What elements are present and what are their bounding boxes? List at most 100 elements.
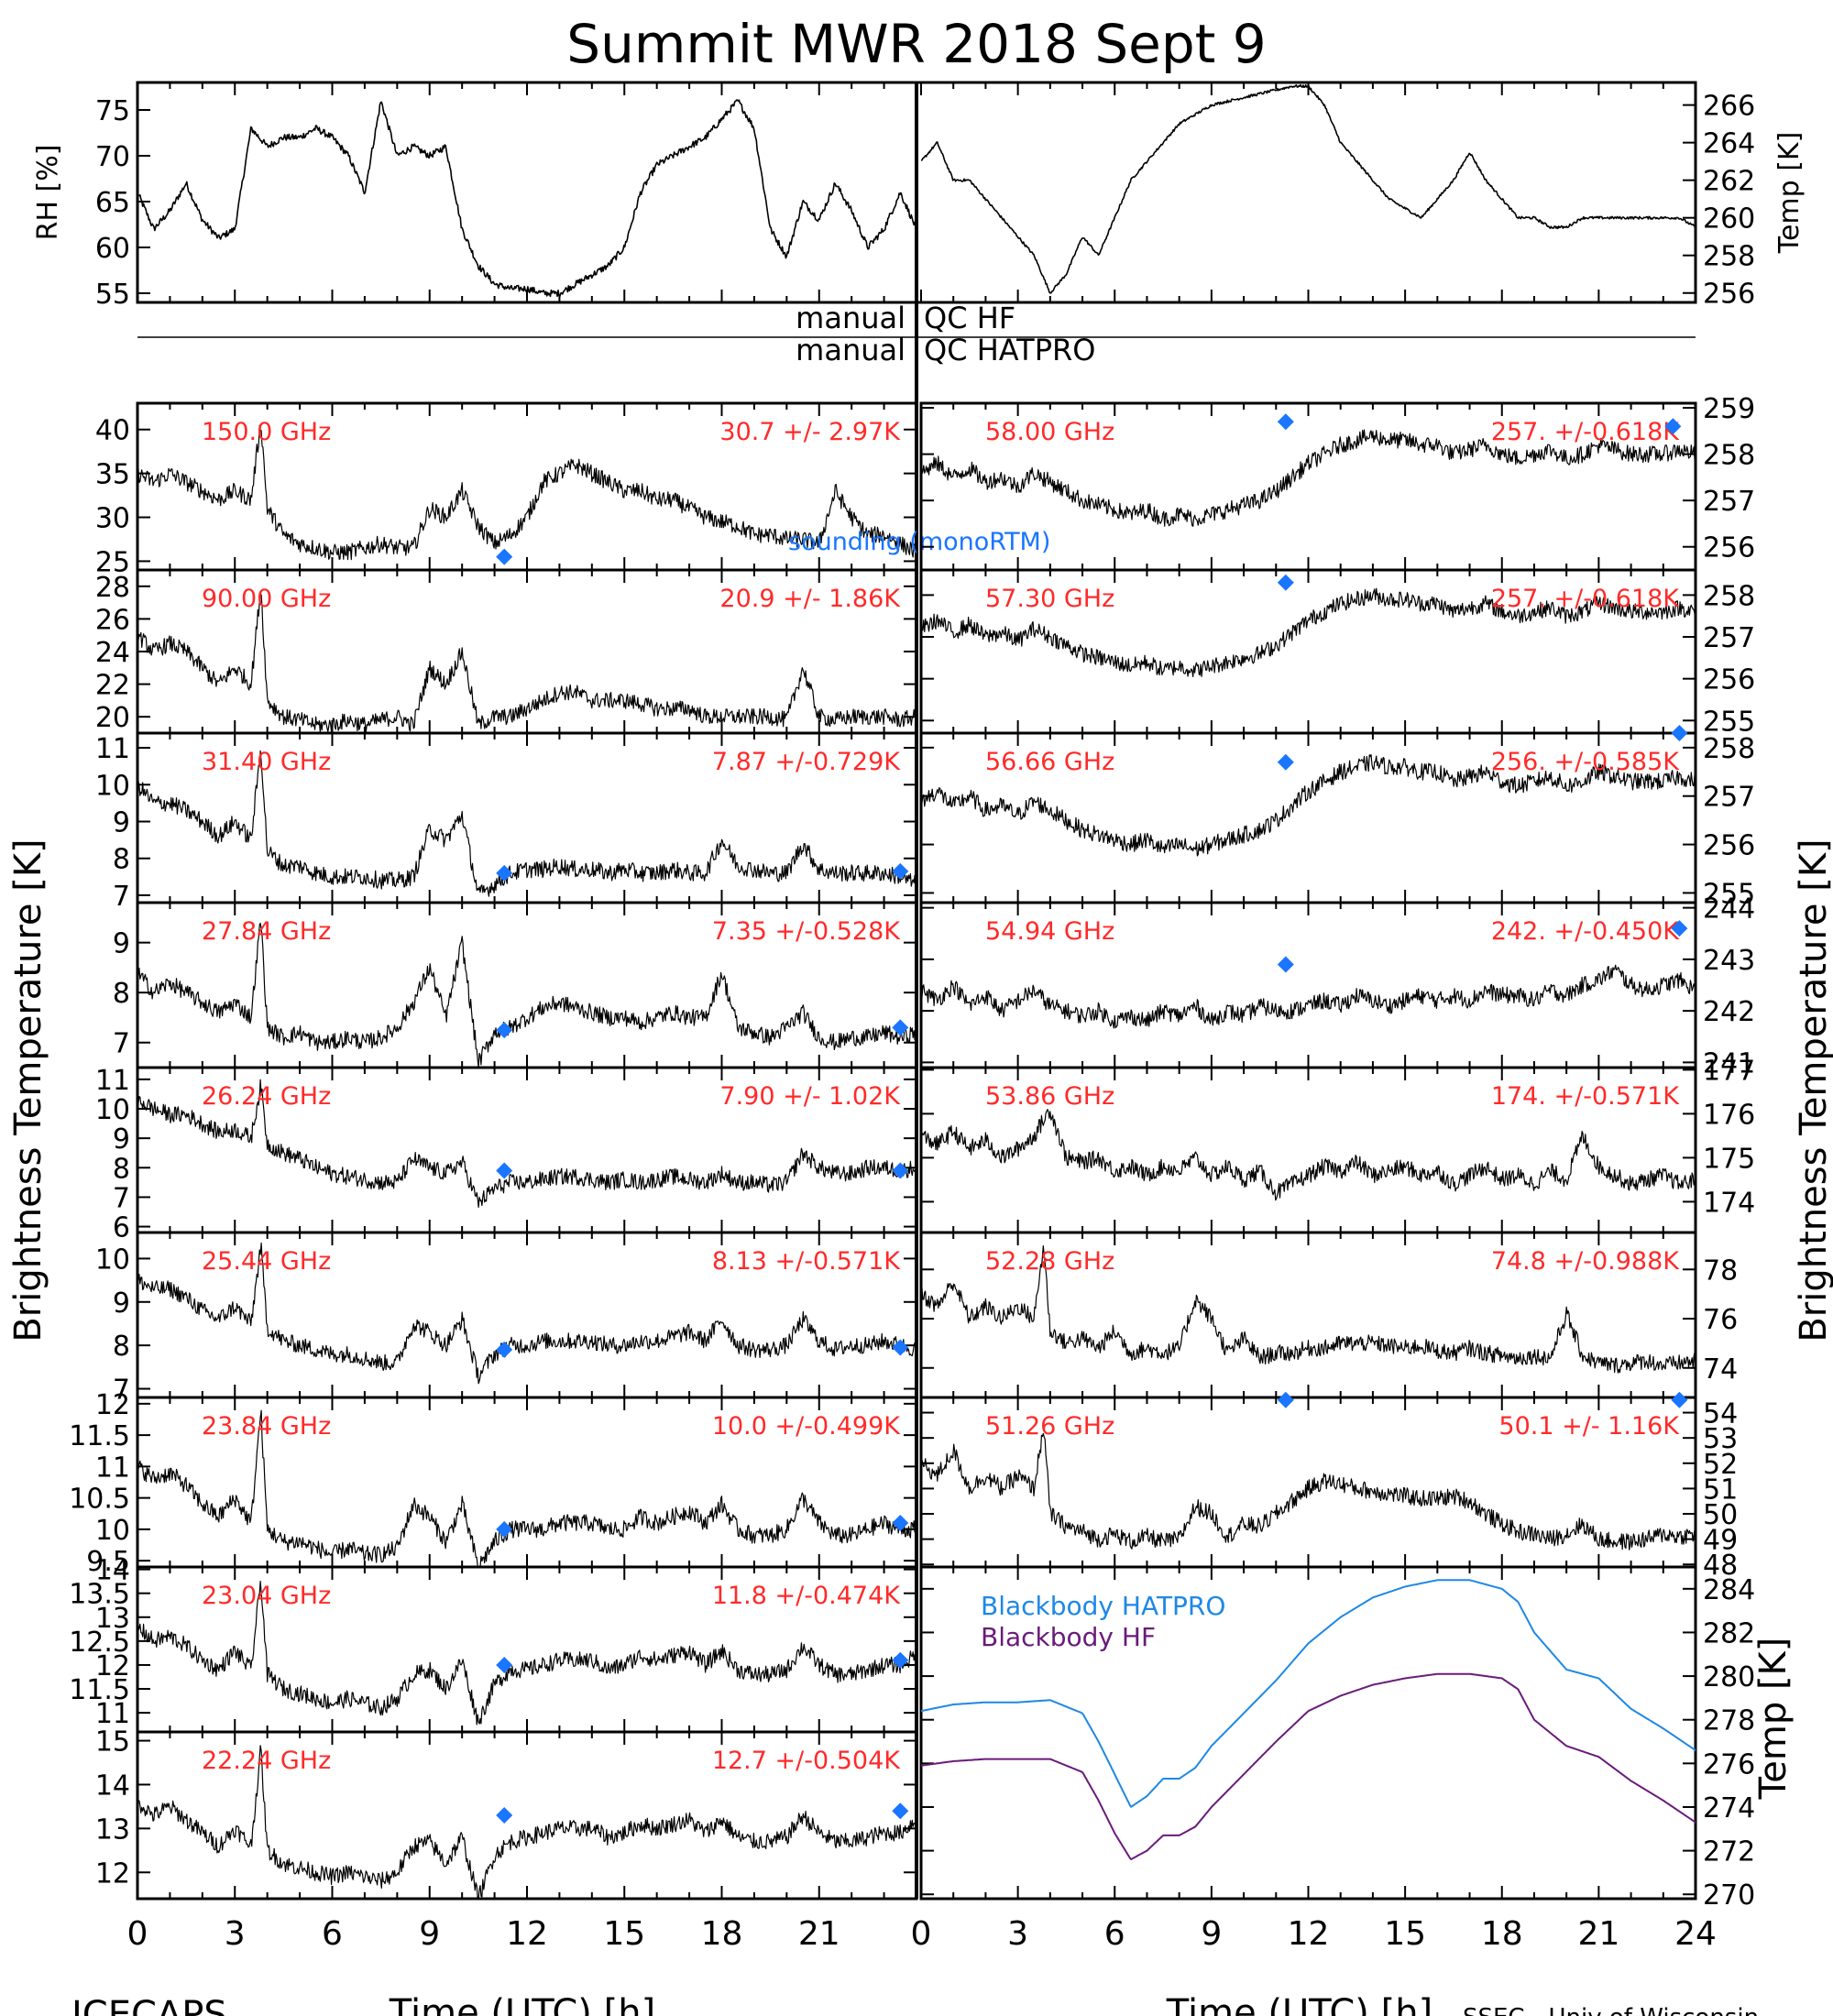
qc-hatpro-manual: manual	[796, 333, 906, 367]
y-tick-label: 8	[113, 1331, 130, 1363]
y-tick-label: 256	[1703, 664, 1755, 696]
sounding-marker	[496, 1656, 513, 1673]
legend-blackbody-hatpro: Blackbody HATPRO	[981, 1591, 1225, 1621]
y-tick-label: 266	[1703, 91, 1755, 123]
y-tick-label: 264	[1703, 128, 1755, 160]
panel-ch5228: 74 76 78 52.28 GHz 74.8 +/-0.988K	[919, 1231, 1738, 1399]
y-tick-label: 258	[1703, 733, 1755, 765]
y-tick-label: 11.5	[69, 1420, 130, 1452]
y-tick-label: 278	[1703, 1705, 1755, 1737]
y-tick-label: 7	[113, 881, 130, 913]
y-tick-label: 175	[1703, 1143, 1755, 1175]
y-tick-label: 60	[95, 233, 130, 265]
x-tick-label: 0	[127, 1915, 148, 1953]
x-tick-label: 12	[506, 1915, 548, 1953]
channel-stats-label: 30.7 +/- 2.97K	[719, 418, 901, 446]
channel-frequency-label: 150.0 GHz	[202, 418, 331, 446]
x-axis-label-left: Time (UTC) [h]	[389, 1992, 655, 2016]
panel-ch5800: 256 257 258 259 58.00 GHz 257. +/-0.618K	[919, 393, 1755, 572]
y-tick-label: 7	[113, 1375, 130, 1407]
y-tick-label: 9.5	[86, 1546, 130, 1578]
y-tick-label: 15	[95, 1726, 130, 1759]
y-tick-label: 255	[1703, 706, 1755, 738]
y-tick-label: 10	[95, 770, 130, 802]
x-tick-label: 3	[225, 1915, 246, 1953]
y-tick-label: 53	[1703, 1423, 1738, 1455]
y-tick-label: 13.5	[69, 1579, 130, 1611]
x-tick-label: 6	[322, 1915, 343, 1953]
x-tick-label: 21	[1577, 1915, 1619, 1953]
y-tick-label: 7	[113, 1028, 130, 1060]
channel-frequency-label: 25.44 GHz	[202, 1247, 331, 1276]
brightness-series	[920, 964, 1696, 1029]
y-tick-label: 242	[1703, 996, 1755, 1028]
y-tick-label: 8	[113, 844, 130, 876]
sounding-marker	[496, 1807, 513, 1824]
y-tick-label: 7	[113, 1182, 130, 1214]
sounding-marker	[892, 1162, 909, 1179]
y-tick-label: 256	[1703, 830, 1755, 862]
channel-frequency-label: 27.84 GHz	[202, 917, 331, 946]
y-tick-label: 274	[1703, 1792, 1755, 1824]
channel-frequency-label: 31.40 GHz	[202, 748, 331, 776]
y-tick-label: 272	[1703, 1836, 1755, 1868]
panel-ch2224: 12 13 14 15 22.24 GHz 12.7 +/-0.504K	[95, 1726, 918, 1901]
y-tick-label: 177	[1703, 1055, 1755, 1087]
sounding-marker	[1277, 574, 1294, 591]
x-tick-label: 21	[798, 1915, 840, 1953]
x-tick-label: 0	[911, 1915, 932, 1953]
sounding-marker	[496, 864, 513, 882]
y-tick-label: 9	[113, 1287, 130, 1320]
panel-ch2784: 7 8 9 27.84 GHz 7.35 +/-0.528K	[113, 901, 918, 1069]
qc-hf-label: QC HF	[924, 301, 1015, 335]
y-tick-label: 241	[1703, 1047, 1755, 1079]
sounding-marker	[1277, 956, 1294, 973]
footer-left: ICECAPS	[71, 1994, 227, 2016]
brightness-series	[137, 594, 917, 733]
channel-stats-label: 50.1 +/- 1.16K	[1498, 1412, 1680, 1441]
brightness-series	[137, 424, 917, 561]
footer-right: SSEC - Univ of Wisconsin	[1463, 2004, 1759, 2016]
y-tick-label: 9	[113, 807, 130, 839]
y-tick-label: 78	[1703, 1255, 1738, 1287]
y-tick-label: 11	[95, 733, 130, 765]
y-tick-label: 51	[1703, 1474, 1738, 1506]
x-tick-label: 18	[701, 1915, 743, 1953]
y-tick-label: 24	[95, 637, 130, 669]
sounding-marker	[496, 1341, 513, 1358]
sounding-marker	[496, 548, 513, 565]
y-tick-label: 257	[1703, 782, 1755, 814]
channel-stats-label: 7.90 +/- 1.02K	[719, 1082, 901, 1111]
y-tick-label: 8	[113, 1153, 130, 1185]
y-tick-label: 10	[95, 1094, 130, 1126]
y-tick-label: 258	[1703, 440, 1755, 472]
y-tick-label: 8	[113, 978, 130, 1010]
y-tick-label: 259	[1703, 393, 1755, 425]
channel-stats-label: 7.35 +/-0.528K	[712, 917, 901, 946]
channel-frequency-label: 23.84 GHz	[202, 1412, 331, 1441]
y-tick-label: 11.5	[69, 1674, 130, 1706]
brightness-series	[920, 754, 1696, 857]
channel-frequency-label: 23.04 GHz	[202, 1582, 331, 1610]
channel-frequency-label: 90.00 GHz	[202, 585, 331, 613]
figure-title: Summit MWR 2018 Sept 9	[566, 13, 1266, 75]
panel-blackbody: 270 272 274 276 278 280 282 284 Blackbody HATPRO…	[919, 1565, 1795, 1912]
brightness-series	[920, 1432, 1696, 1550]
legend-sounding: sounding (monoRTM)	[788, 528, 1050, 556]
rh-series	[137, 99, 917, 298]
y-tick-label: 255	[1703, 878, 1755, 910]
y-tick-label: 11	[95, 1452, 130, 1484]
channel-stats-label: 257. +/-0.618K	[1491, 585, 1680, 613]
brightness-series	[920, 587, 1696, 677]
panel-ch5666: 255 256 257 258 56.66 GHz 256. +/-0.585K	[919, 725, 1755, 910]
y-tick-label: 30	[95, 503, 130, 535]
y-tick-label: 70	[95, 141, 130, 173]
channel-frequency-label: 53.86 GHz	[985, 1082, 1114, 1111]
y-tick-label: 12.5	[69, 1627, 130, 1659]
channel-frequency-label: 52.28 GHz	[985, 1247, 1114, 1276]
channel-panels: 25 30 35 40 150.0 GHz 30.7 +/- 2.97K sounding …	[69, 393, 1795, 1912]
